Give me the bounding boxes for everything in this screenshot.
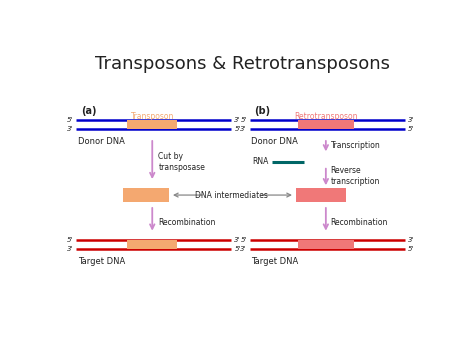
Text: 3': 3' xyxy=(408,237,414,243)
Text: (b): (b) xyxy=(255,106,271,116)
Text: Recombination: Recombination xyxy=(330,218,388,226)
Text: 3': 3' xyxy=(235,116,241,122)
Text: 5': 5' xyxy=(240,116,247,122)
Text: Reverse
transcription: Reverse transcription xyxy=(330,166,380,186)
Text: 5': 5' xyxy=(235,126,241,132)
Text: Donor DNA: Donor DNA xyxy=(78,137,125,146)
Bar xyxy=(128,120,177,129)
Text: Target DNA: Target DNA xyxy=(251,257,299,266)
Text: 3': 3' xyxy=(235,237,241,243)
Text: Target DNA: Target DNA xyxy=(78,257,125,266)
Text: 5': 5' xyxy=(408,126,414,132)
Text: Transposons & Retrotransposons: Transposons & Retrotransposons xyxy=(95,55,391,73)
Text: 3': 3' xyxy=(240,126,247,132)
Text: Transcription: Transcription xyxy=(330,141,380,149)
Text: Transposon: Transposon xyxy=(130,112,174,121)
Text: 3': 3' xyxy=(67,126,73,132)
Text: (a): (a) xyxy=(81,106,96,116)
Text: Donor DNA: Donor DNA xyxy=(251,137,298,146)
Bar xyxy=(298,240,354,249)
Text: Cut by
transposase: Cut by transposase xyxy=(158,152,205,172)
Bar xyxy=(128,240,177,249)
Text: 5': 5' xyxy=(67,116,73,122)
Text: 5': 5' xyxy=(408,246,414,252)
Text: 3': 3' xyxy=(408,116,414,122)
Bar xyxy=(298,120,354,129)
Bar xyxy=(123,188,169,202)
Text: 5': 5' xyxy=(235,246,241,252)
Text: 3': 3' xyxy=(240,246,247,252)
Text: RNA: RNA xyxy=(252,158,268,166)
Text: DNA intermediates: DNA intermediates xyxy=(195,191,268,200)
Bar xyxy=(296,188,346,202)
Text: 5': 5' xyxy=(240,237,247,243)
Text: 3': 3' xyxy=(67,246,73,252)
Text: 5': 5' xyxy=(67,237,73,243)
Text: Recombination: Recombination xyxy=(158,218,216,226)
Text: Retrotransposon: Retrotransposon xyxy=(294,112,357,121)
